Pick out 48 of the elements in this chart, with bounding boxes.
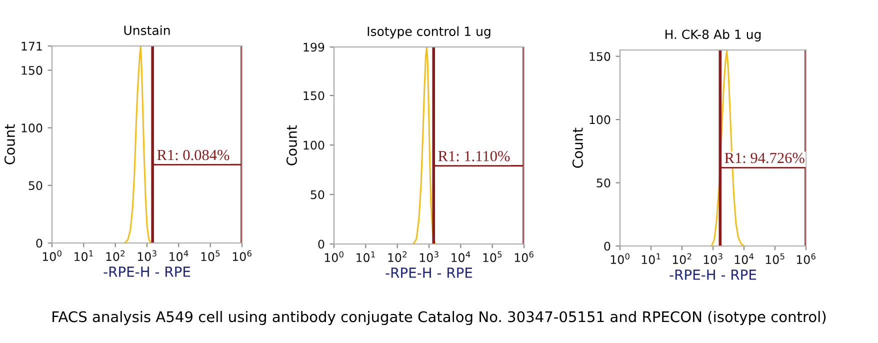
x-tick-label: 10$^{2}$ (388, 251, 407, 262)
x-axis-title: -RPE-H - RPE (104, 266, 190, 277)
y-tick-label: 150 (22, 66, 42, 75)
y-tick-label: 0 (318, 240, 324, 249)
annotation: R1: 94.726% (724, 152, 804, 164)
x-tick-label: 10$^{2}$ (672, 253, 692, 264)
x-tick-label: 10$^{5}$ (766, 253, 784, 264)
y-tick-label: 0 (36, 238, 42, 248)
y-tick-label: 0 (604, 242, 610, 251)
x-tick-label: 10$^{6}$ (514, 251, 534, 262)
x-tick-label: 10$^{6}$ (232, 250, 252, 262)
x-tick-label: 10$^{3}$ (138, 250, 156, 262)
x-tick-label: 10$^{0}$ (324, 251, 344, 262)
y-tick-label: 100 (590, 115, 610, 124)
text: FACS analysis A549 cell using antibody conjugate Catalog No. 30347-05151 and RPECON (isotype control) (52, 310, 826, 326)
x-tick-label: 10$^{1}$ (74, 250, 93, 262)
y-tick-label: 50 (310, 190, 324, 200)
y-tick-label: 100 (22, 124, 42, 132)
x-axis-title: -RPE-H - RPE (386, 268, 472, 278)
y-axis-title: Count (572, 128, 583, 168)
y-axis-title: Count (286, 125, 297, 166)
y-axis-title: Count (4, 124, 15, 164)
x-tick-label: 10$^{3}$ (420, 251, 438, 262)
x-tick-label: 10$^{6}$ (796, 253, 816, 264)
y-tick-label: 50 (596, 178, 610, 188)
x-tick-label: 10$^{0}$ (42, 250, 62, 262)
x-tick-label: 10$^{1}$ (356, 251, 375, 262)
x-tick-label: 10$^{4}$ (170, 250, 188, 262)
chart-title: H. CK-8 Ab 1 ug (666, 29, 761, 42)
y-tick-label: 171 (22, 42, 42, 50)
x-tick-label: 10$^{5}$ (201, 250, 220, 262)
y-tick-label: 50 (28, 181, 42, 190)
annotation: R1: 1.110% (438, 150, 510, 162)
y-tick-label: 150 (590, 52, 610, 61)
y-tick-label: 100 (304, 140, 324, 150)
x-tick-label: 10$^{0}$ (610, 253, 630, 264)
y-tick-label: 199 (304, 42, 324, 52)
chart-title: Isotype control 1 ug (368, 26, 490, 38)
y-tick-label: 150 (304, 91, 324, 100)
x-axis-title: -RPE-H - RPE (670, 270, 756, 280)
chart-title: Unstain (124, 25, 170, 36)
x-tick-label: 10$^{4}$ (452, 251, 470, 262)
annotation: R1: 0.084% (157, 150, 230, 160)
x-tick-label: 10$^{5}$ (483, 251, 502, 262)
x-tick-label: 10$^{1}$ (642, 253, 660, 264)
x-tick-label: 10$^{4}$ (734, 253, 754, 264)
x-tick-label: 10$^{3}$ (704, 253, 722, 264)
x-tick-label: 10$^{2}$ (106, 250, 125, 262)
